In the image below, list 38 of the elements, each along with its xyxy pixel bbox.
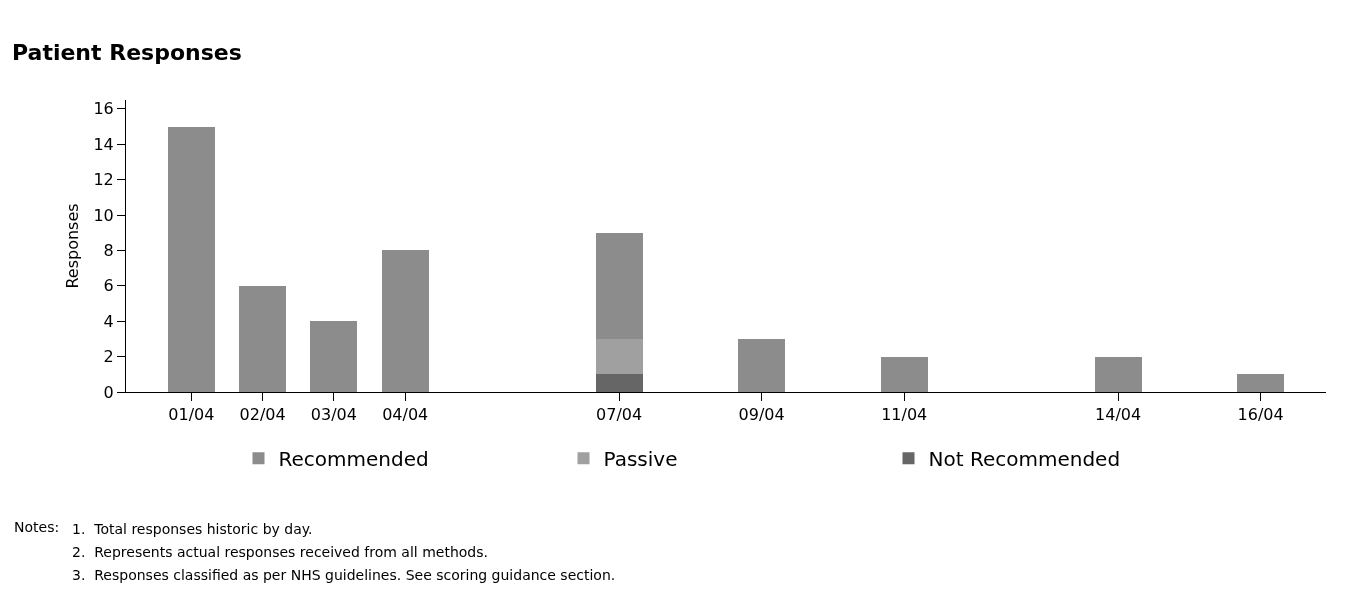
x-tick-label: 07/04 (596, 405, 643, 425)
x-tick-label: 02/04 (239, 405, 286, 425)
legend-label: Passive (603, 447, 678, 472)
legend-label: Recommended (278, 447, 429, 472)
text: 2. Represents actual responses received from all methods. (72, 544, 488, 560)
y-tick-label: 10 (93, 205, 114, 225)
bar (1237, 374, 1285, 392)
y-tick-label: 16 (93, 99, 114, 119)
y-tick-label: 8 (103, 241, 114, 261)
y-tick-label: 12 (93, 170, 114, 190)
legend-label: Not Recommended (928, 447, 1121, 472)
x-tick-label: 14/04 (1095, 405, 1142, 425)
chart-title: Patient Responses (12, 39, 242, 65)
bar (880, 356, 928, 392)
y-tick-label: 4 (103, 311, 114, 331)
text: 1. Total responses historic by day. (72, 521, 313, 537)
text: Notes: (14, 519, 60, 535)
x-tick-label: 03/04 (310, 405, 357, 425)
x-tick-label: 16/04 (1237, 405, 1284, 425)
y-axis-title: Responses (63, 203, 83, 289)
bar (381, 250, 429, 392)
bar (595, 232, 643, 339)
x-tick-label: 01/04 (168, 405, 215, 425)
y-tick-label: 2 (103, 347, 114, 367)
bar (595, 338, 643, 375)
y-tick-label: 6 (103, 276, 114, 296)
y-tick-label: 0 (103, 382, 114, 402)
x-tick-label: 11/04 (881, 405, 928, 425)
bar (310, 321, 358, 392)
bar (167, 126, 215, 392)
x-tick-label: 04/04 (382, 405, 429, 425)
bar (595, 374, 643, 392)
bar (239, 285, 287, 392)
bar (1094, 356, 1142, 392)
x-tick-label: 09/04 (738, 405, 785, 425)
text: 3. Responses classified as per NHS guidelines. See scoring guidance section. (72, 567, 616, 583)
y-tick-label: 14 (93, 134, 114, 154)
bar (738, 338, 786, 392)
